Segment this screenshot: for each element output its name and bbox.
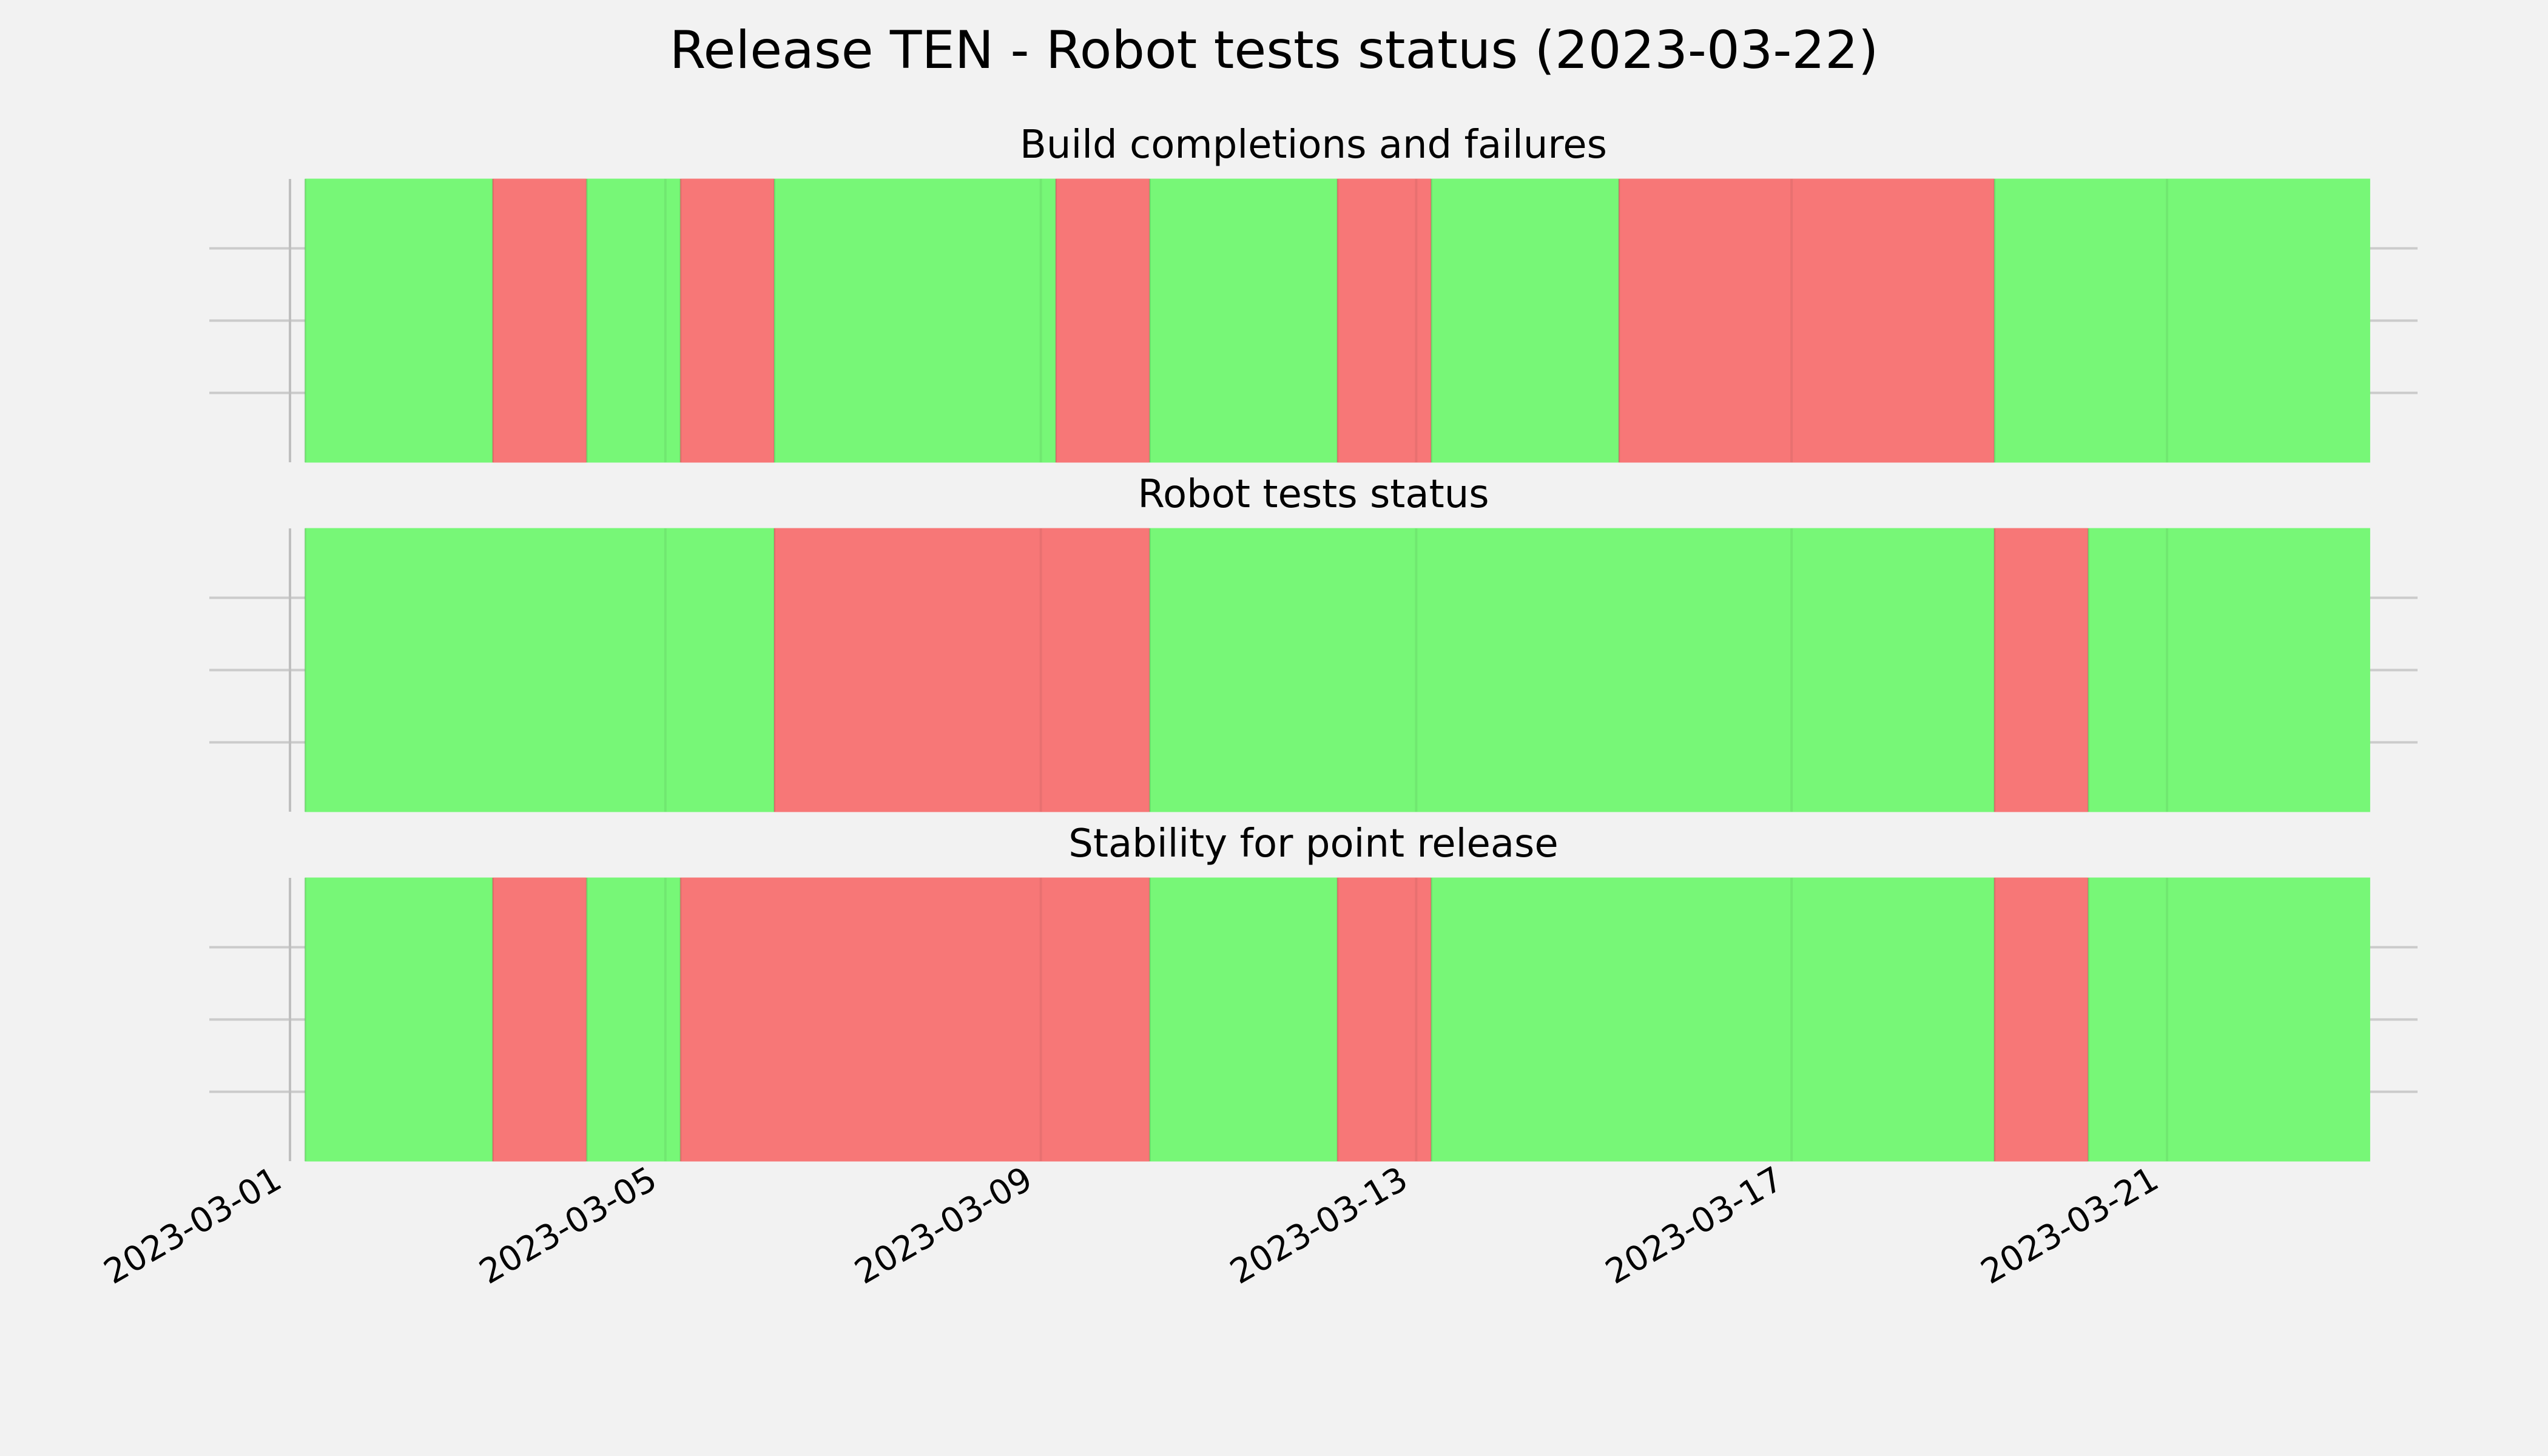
segment-fail — [492, 877, 587, 1162]
segment-pass — [1431, 178, 1620, 463]
segment-pass — [1149, 178, 1338, 463]
segment-pass — [774, 178, 1057, 463]
panel-2: Robot tests status — [209, 472, 2418, 812]
segment-pass — [2088, 528, 2370, 812]
segment-fail — [1994, 528, 2089, 812]
segment-fail — [1337, 178, 1432, 463]
segment-fail — [774, 528, 1150, 812]
segment-fail — [680, 178, 775, 463]
segment-fail — [1337, 877, 1432, 1162]
segment-pass — [1149, 877, 1338, 1162]
panel-1: Build completions and failures — [209, 123, 2418, 463]
chart-title: Release TEN - Robot tests status (2023-0… — [670, 20, 1879, 81]
segment-pass — [1994, 178, 2370, 463]
panel-title: Stability for point release — [1068, 821, 1559, 866]
panel-title: Robot tests status — [1138, 472, 1489, 517]
panels-group: Build completions and failures Robot test… — [209, 123, 2418, 1162]
segment-fail — [1994, 877, 2089, 1162]
segment-pass — [305, 528, 775, 812]
segment-fail — [492, 178, 587, 463]
panel-title: Build completions and failures — [1020, 123, 1607, 167]
segment-fail — [680, 877, 1150, 1162]
segment-pass — [586, 877, 681, 1162]
segment-pass — [305, 877, 493, 1162]
segment-pass — [2088, 877, 2370, 1162]
segment-pass — [586, 178, 681, 463]
segment-fail — [1056, 178, 1150, 463]
segment-fail — [1619, 178, 1995, 463]
segment-pass — [1431, 877, 1995, 1162]
segment-pass — [1149, 528, 1995, 812]
panel-3: Stability for point release — [209, 821, 2418, 1162]
segment-pass — [305, 178, 493, 463]
